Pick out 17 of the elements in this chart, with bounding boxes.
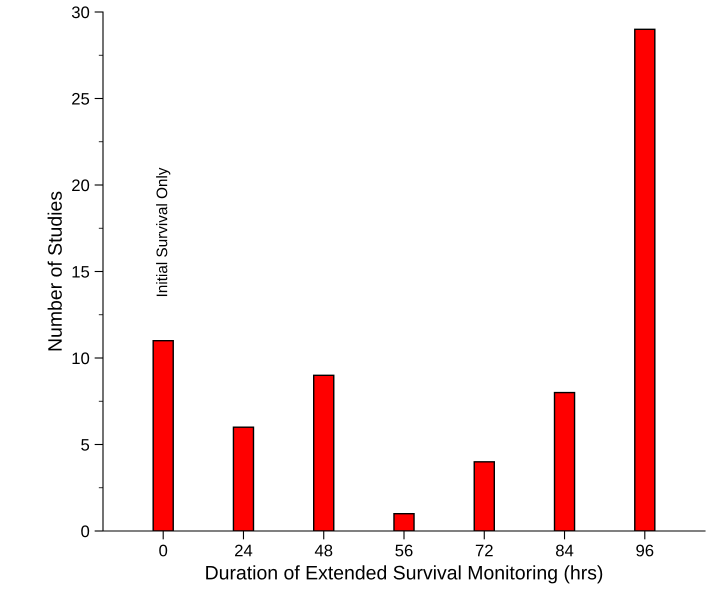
x-tick-label: 56 xyxy=(395,544,413,556)
x-tick-label: 84 xyxy=(556,544,574,556)
y-tick-label: 0 xyxy=(81,525,90,538)
x-tick-label: 96 xyxy=(636,544,654,556)
y-tick-label: 10 xyxy=(72,352,90,364)
x-axis-title: Duration of Extended Survival Monitoring (hrs) xyxy=(206,565,602,584)
y-tick-label: 25 xyxy=(72,92,90,105)
annotation: Initial Survival Only xyxy=(156,168,170,296)
y-tick-label: 30 xyxy=(72,6,90,18)
y-tick-label: 15 xyxy=(72,266,90,278)
y-axis-title: Number of Studies xyxy=(48,192,62,350)
y-tick-label: 20 xyxy=(72,179,90,192)
x-tick-label: 48 xyxy=(314,544,332,556)
x-tick-label: 0 xyxy=(159,544,168,556)
x-tick-label: 24 xyxy=(235,544,252,556)
x-tick-label: 72 xyxy=(476,544,493,556)
y-tick-label: 5 xyxy=(81,439,90,451)
